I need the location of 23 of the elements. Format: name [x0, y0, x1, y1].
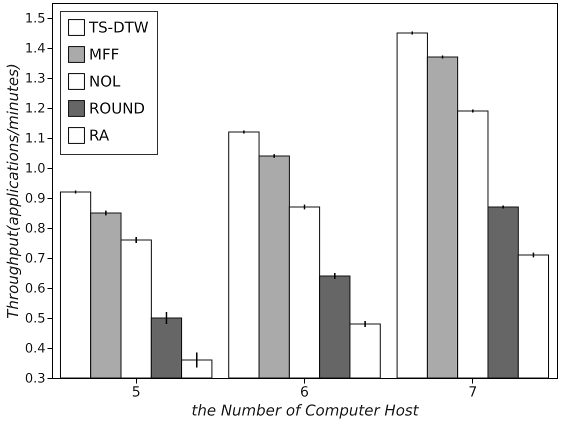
y-axis-title: Throughput(applications/minutes): [4, 63, 22, 319]
legend-label: MFF: [89, 46, 120, 64]
y-tick-label: 0.9: [24, 192, 46, 206]
x-axis-title: the Number of Computer Host: [191, 402, 420, 420]
y-tick-label: 1.5: [24, 12, 46, 26]
legend-label: ROUND: [89, 100, 145, 118]
x-tick-label: 7: [468, 384, 478, 400]
y-tick-label: 0.4: [24, 342, 46, 356]
x-tick-label: 5: [132, 384, 141, 400]
y-tick-label: 1.2: [24, 102, 46, 116]
y-tick-label: 1.0: [24, 162, 46, 176]
y-tick-label: 0.8: [24, 222, 46, 236]
y-tick-label: 0.6: [24, 282, 46, 296]
legend-label: TS-DTW: [88, 18, 149, 36]
y-tick-label: 1.1: [24, 132, 46, 146]
y-tick-label: 1.3: [24, 72, 46, 86]
x-tick-label: 6: [300, 384, 310, 400]
legend-label: NOL: [89, 72, 122, 90]
y-tick-label: 0.7: [24, 252, 46, 266]
legend-label: RA: [89, 126, 110, 144]
y-tick-label: 0.5: [24, 312, 46, 326]
y-tick-label: 0.3: [24, 372, 46, 386]
y-tick-label: 1.4: [24, 42, 46, 56]
